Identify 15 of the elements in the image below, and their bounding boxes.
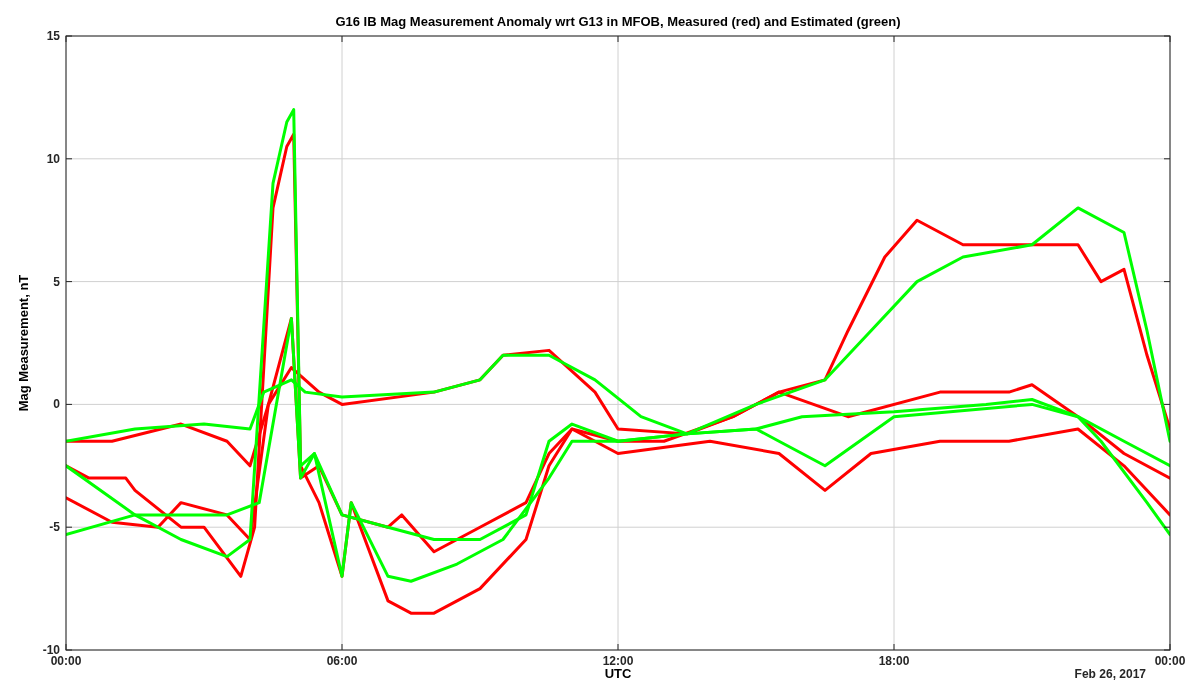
y-tick-label: 0 bbox=[53, 397, 61, 412]
y-axis-title: Mag Measurement, nT bbox=[16, 274, 31, 412]
x-tick-label: 06:00 bbox=[326, 654, 358, 668]
y-tick-label: 5 bbox=[53, 274, 61, 289]
x-axis-title: UTC bbox=[604, 666, 632, 681]
text: Feb 26, 2017 bbox=[1074, 667, 1147, 681]
x-tick-label: 18:00 bbox=[878, 654, 910, 668]
x-tick-label: 00:00 bbox=[50, 654, 82, 668]
y-tick-label: -10 bbox=[42, 643, 61, 657]
y-tick-label: 10 bbox=[46, 151, 61, 166]
y-tick-label: -5 bbox=[49, 520, 61, 535]
x-tick-label: 00:00 bbox=[1154, 654, 1186, 668]
y-tick-label: 15 bbox=[46, 29, 61, 43]
x-tick-label: 12:00 bbox=[602, 654, 634, 668]
chart-title: G16 IB Mag Measurement Anomaly wrt G13 in MFOB, Measured (red) and Estimated (green) bbox=[335, 14, 901, 29]
